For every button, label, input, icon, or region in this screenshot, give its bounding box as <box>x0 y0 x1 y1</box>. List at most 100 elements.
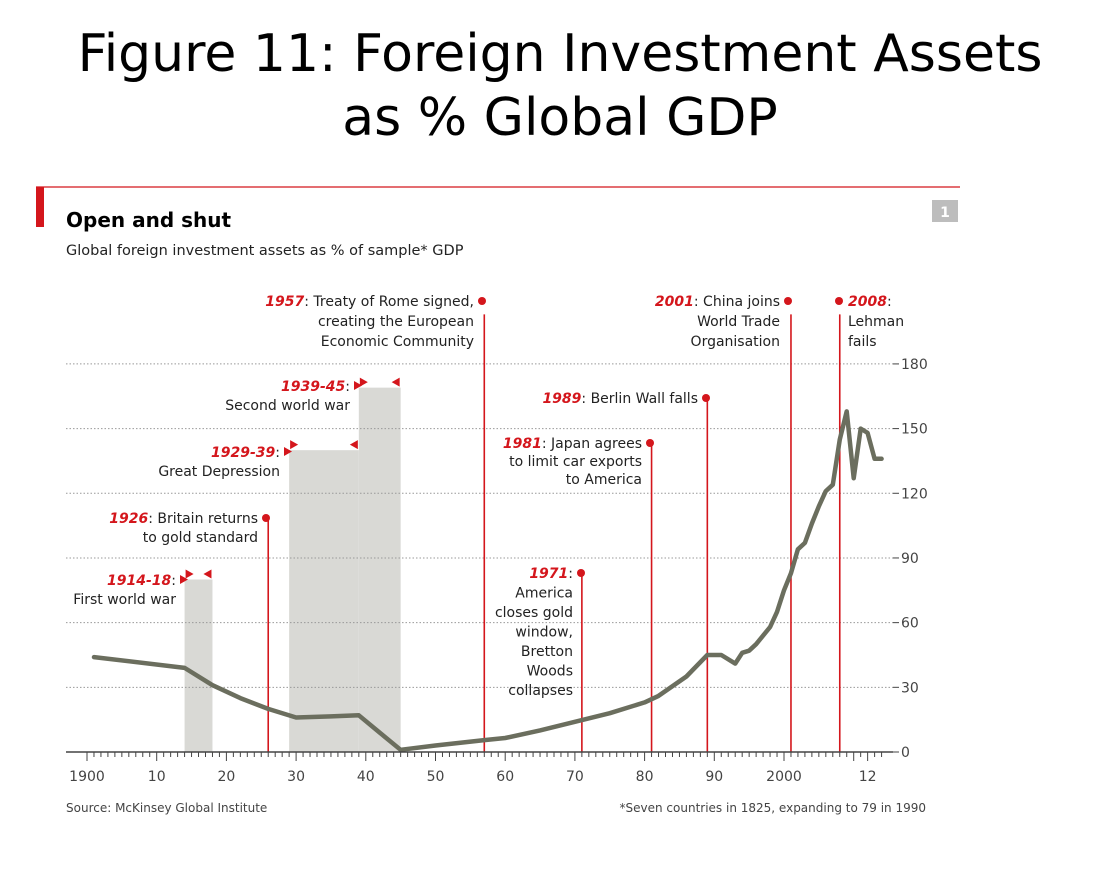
annotation-arrow-191418 <box>180 575 188 584</box>
annotation-text-1957-2: Economic Community <box>321 334 474 350</box>
event-lines <box>267 314 841 752</box>
x-tick-label-1960: 60 <box>496 769 514 785</box>
period-end-marker-0 <box>203 569 212 579</box>
annotation-text-1989-0: : Berlin Wall falls <box>581 391 698 407</box>
annotation-text-1926-1: to gold standard <box>143 530 258 546</box>
chart-badge: 1 <box>940 205 950 221</box>
annotation-line-191418-head: 1914-18: <box>107 573 176 589</box>
annotation-dot-1926 <box>262 514 270 522</box>
chart-footnote: *Seven countries in 1825, expanding to 7… <box>620 801 926 815</box>
annotation-dot-2001 <box>784 297 792 305</box>
shaded-period-0 <box>184 579 213 752</box>
annotation-text-1971-1: America <box>515 586 573 602</box>
annotation-year-1989: 1989 <box>542 391 581 407</box>
annotation-text-1981-1: to limit car exports <box>509 454 642 470</box>
annotation-year-1971: 1971 <box>529 566 568 582</box>
annotation-2008: 2008: Lehman fails <box>848 294 904 350</box>
y-tick-label-180: 180 <box>901 357 928 373</box>
slide-title-line2: as % Global GDP <box>342 88 778 148</box>
y-tick-label-120: 120 <box>901 486 928 502</box>
chart-red-tab <box>36 187 44 227</box>
annotation-line-192939-head: 1929-39: <box>211 445 280 461</box>
x-tick-label-1940: 40 <box>357 769 375 785</box>
slide-title-line1: Figure 11: Foreign Investment Assets <box>77 24 1043 84</box>
annotation-text-2001-2: Organisation <box>691 334 780 350</box>
x-tick-label-1900: 1900 <box>69 769 105 785</box>
annotation-line-193945-head: 1939-45: <box>281 379 350 395</box>
annotation-2001: 2001: China joins World Trade Organisation <box>655 294 780 350</box>
x-tick-label-2012: 12 <box>859 769 877 785</box>
period-start-marker-0 <box>185 569 194 579</box>
annotation-arrow-193945 <box>354 381 362 390</box>
annotation-line-1971-head: 1971: <box>529 566 573 582</box>
x-tick-label-1920: 20 <box>217 769 235 785</box>
annotation-text-192939-1: Great Depression <box>158 464 280 480</box>
annotation-dot-1957 <box>478 297 486 305</box>
annotation-year-193945: 1939-45 <box>281 379 346 395</box>
x-tick-label-1970: 70 <box>566 769 584 785</box>
annotation-191418: 1914-18: First world war <box>73 573 176 608</box>
x-tick-label-2000: 2000 <box>766 769 802 785</box>
annotation-dot-1971 <box>577 569 585 577</box>
annotation-line-1926-head: 1926: Britain returns <box>109 511 258 527</box>
annotation-text-2001-0: : China joins <box>694 294 780 310</box>
chart-subtitle: Global foreign investment assets as % of… <box>66 243 464 259</box>
annotation-text-191418-1: First world war <box>73 592 176 608</box>
y-tick-label-150: 150 <box>901 422 928 438</box>
annotation-text-193945-1: Second world war <box>225 398 350 414</box>
annotation-year-1981: 1981 <box>503 436 542 452</box>
annotation-year-192939: 1929-39 <box>211 445 276 461</box>
annotation-line-2008-head: 2008: <box>848 294 892 310</box>
x-tick-label-1950: 50 <box>427 769 445 785</box>
annotation-arrow-192939 <box>284 447 292 456</box>
annotation-line-1989-head: 1989: Berlin Wall falls <box>542 391 698 407</box>
annotation-1957: 1957: Treaty of Rome signed, creating the… <box>265 294 474 350</box>
annotation-dot-2008 <box>835 297 843 305</box>
annotation-1971: 1971: America closes gold window, Bretton Woo… <box>495 566 573 699</box>
period-end-marker-2 <box>391 377 400 387</box>
annotation-text-1971-3: window, <box>515 625 573 641</box>
annotation-year-1926: 1926 <box>109 511 148 527</box>
y-tick-label-90: 90 <box>901 551 919 567</box>
period-start-marker-2 <box>359 377 368 387</box>
x-tick-label-1910: 10 <box>148 769 166 785</box>
annotation-line-1957-head: 1957: Treaty of Rome signed, <box>265 294 474 310</box>
series-layer <box>91 409 884 753</box>
x-tick-label-1990: 90 <box>705 769 723 785</box>
x-tick-label-1980: 80 <box>636 769 654 785</box>
annotation-text-1957-0: : Treaty of Rome signed, <box>304 294 474 310</box>
annotation-year-2001: 2001 <box>655 294 694 310</box>
annotation-line-1981-head: 1981: Japan agrees <box>503 436 642 452</box>
annotations: 1914-18: First world war 1926: Britain ret… <box>73 294 904 699</box>
y-tick-label-30: 30 <box>901 680 919 696</box>
annotation-dot-1989 <box>702 394 710 402</box>
chart-title: Open and shut <box>66 208 231 232</box>
annotation-line-2001-head: 2001: China joins <box>655 294 780 310</box>
annotation-text-2008-0: : <box>887 294 892 310</box>
period-end-marker-1 <box>349 440 358 450</box>
annotation-192939: 1929-39: Great Depression <box>158 445 280 480</box>
annotation-193945: 1939-45: Second world war <box>225 379 350 414</box>
x-axis: 1900 10 20 30 40 50 60 70 80 90 2000 12 <box>66 751 893 785</box>
annotation-text-2008-2: fails <box>848 334 877 350</box>
shaded-period-1 <box>289 450 359 752</box>
annotation-year-1957: 1957 <box>265 294 304 310</box>
annotation-text-1981-0: : Japan agrees <box>542 436 642 452</box>
shaded-periods <box>184 377 401 752</box>
annotation-year-191418: 1914-18 <box>107 573 172 589</box>
annotation-text-1926-0: : Britain returns <box>148 511 258 527</box>
annotation-text-1971-5: Woods <box>527 664 573 680</box>
annotation-1981: 1981: Japan agrees to limit car exports to… <box>503 436 642 488</box>
annotation-dot-1981 <box>646 439 654 447</box>
annotation-text-1981-2: to America <box>566 472 642 488</box>
x-tick-label-1930: 30 <box>287 769 305 785</box>
annotation-1989: 1989: Berlin Wall falls <box>542 391 698 407</box>
y-tick-label-0: 0 <box>901 745 910 761</box>
chart-badge-box <box>932 200 958 222</box>
annotation-text-1957-1: creating the European <box>318 314 474 330</box>
annotation-1926: 1926: Britain returns to gold standard <box>109 511 258 546</box>
shaded-period-2 <box>358 387 401 752</box>
annotation-text-1971-4: Bretton <box>521 644 573 660</box>
gridlines <box>66 363 893 688</box>
